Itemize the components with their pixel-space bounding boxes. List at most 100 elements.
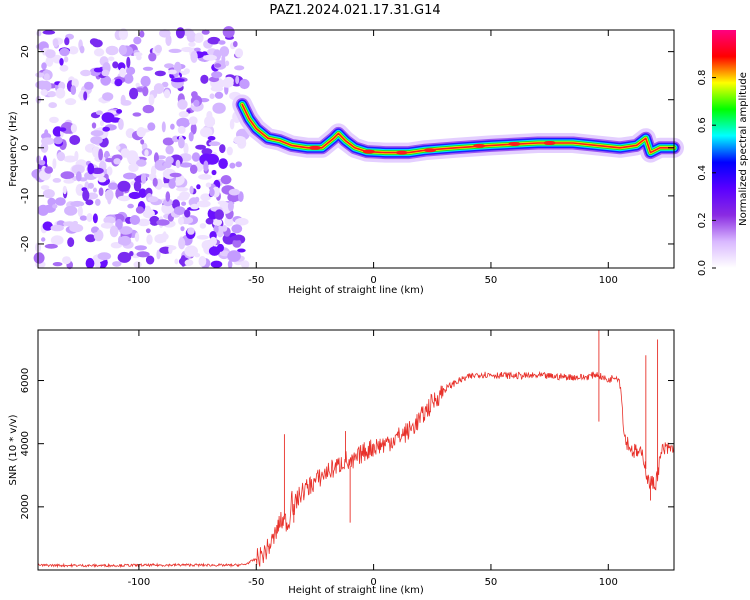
noise-blob	[168, 48, 182, 54]
spectrogram-plot-area	[31, 26, 684, 270]
noise-blob	[113, 158, 121, 165]
noise-blob	[83, 91, 88, 101]
noise-blob	[107, 194, 112, 205]
noise-blob	[163, 89, 171, 99]
noise-blob	[136, 251, 150, 258]
noise-blob	[118, 44, 127, 56]
noise-blob	[64, 37, 70, 46]
noise-blob	[42, 30, 56, 35]
noise-blob	[126, 66, 136, 76]
noise-blob	[52, 38, 59, 47]
noise-blob	[44, 129, 49, 137]
noise-blob	[38, 160, 46, 166]
noise-blob	[189, 164, 198, 174]
noise-blob	[180, 255, 187, 267]
noise-blob	[133, 36, 142, 45]
noise-blob	[179, 162, 193, 168]
noise-blob	[97, 176, 107, 183]
noise-blob	[209, 93, 215, 99]
noise-blob	[105, 158, 114, 163]
noise-blob	[174, 258, 179, 265]
y-tick-label: 20	[20, 45, 31, 58]
noise-blob	[231, 224, 243, 234]
noise-blob	[113, 213, 125, 223]
noise-blob	[229, 118, 235, 130]
noise-blob	[135, 82, 140, 88]
noise-blob	[128, 191, 141, 200]
noise-blob	[90, 136, 103, 145]
noise-blob	[183, 142, 189, 155]
noise-blob	[181, 46, 195, 53]
noise-blob	[40, 142, 49, 153]
noise-blob	[156, 219, 170, 226]
noise-blob	[129, 87, 139, 100]
colorbar: 0.0 0.2 0.4 0.6 0.8 Normalized spectral ampl…	[697, 30, 749, 276]
noise-blob	[86, 213, 93, 222]
noise-blob	[91, 167, 104, 174]
noise-blob	[136, 87, 144, 92]
noise-blob	[41, 137, 55, 145]
noise-blob	[233, 41, 238, 48]
noise-blob	[162, 198, 173, 207]
y-tick-label: -10	[20, 188, 31, 204]
noise-blob	[92, 227, 98, 233]
noise-blob	[105, 45, 119, 56]
noise-blob	[186, 31, 197, 43]
y-tick-label: -20	[20, 236, 31, 252]
noise-blob	[64, 205, 78, 216]
noise-blob	[52, 178, 62, 183]
noise-blob	[178, 111, 189, 118]
spectrogram-frame	[37, 29, 675, 269]
noise-blob	[133, 180, 142, 192]
figure-title: PAZ1.2024.021.17.31.G14	[269, 3, 440, 18]
noise-blob	[93, 67, 103, 73]
noise-blob	[145, 228, 151, 234]
noise-blob	[59, 127, 67, 132]
noise-blob	[164, 63, 174, 69]
noise-blob	[183, 68, 190, 74]
noise-blob	[55, 87, 66, 99]
noise-blob	[188, 116, 198, 125]
noise-blob	[194, 32, 204, 44]
noise-blob	[134, 245, 147, 251]
x-tick-label: -100	[128, 275, 151, 286]
noise-blob	[63, 56, 69, 63]
noise-blob	[47, 197, 56, 207]
noise-blob	[180, 226, 185, 232]
noise-blob	[150, 165, 157, 177]
noise-blob	[201, 242, 209, 247]
noise-blob	[44, 166, 53, 174]
noise-blob	[195, 144, 207, 150]
noise-blob	[139, 30, 145, 38]
noise-blob	[70, 85, 77, 95]
noise-blob	[70, 123, 77, 133]
snr-series-line	[37, 370, 675, 569]
noise-blob	[227, 250, 241, 262]
colorbar-tick-label: 0.6	[697, 117, 708, 133]
noise-blob	[203, 160, 209, 172]
noise-blob	[69, 135, 81, 145]
snr-y-ticks: 2000 4000 6000	[20, 368, 674, 520]
spectrogram-x-ticks: -100 -50 0 50 100	[128, 30, 618, 286]
noise-blob	[123, 73, 134, 84]
noise-blob	[50, 235, 64, 246]
noise-blob	[91, 122, 97, 129]
noise-blob	[112, 61, 119, 69]
noise-blob	[65, 98, 77, 106]
noise-blob	[201, 148, 213, 156]
noise-blob	[140, 75, 151, 87]
noise-blob	[194, 47, 201, 52]
noise-blob	[117, 180, 131, 192]
noise-blob	[161, 81, 169, 88]
noise-blob	[98, 148, 103, 161]
noise-blob	[177, 99, 188, 110]
noise-blob	[137, 218, 151, 227]
spectrogram-x-label: Height of straight line (km)	[288, 285, 424, 296]
noise-blob	[59, 58, 64, 66]
colorbar-gradient	[712, 30, 736, 268]
noise-blob	[90, 130, 104, 137]
noise-blob	[102, 126, 110, 132]
noise-blob	[219, 250, 230, 257]
noise-blob	[50, 224, 64, 232]
spectrogram-y-ticks: -20 -10 0 10 20	[20, 45, 674, 252]
